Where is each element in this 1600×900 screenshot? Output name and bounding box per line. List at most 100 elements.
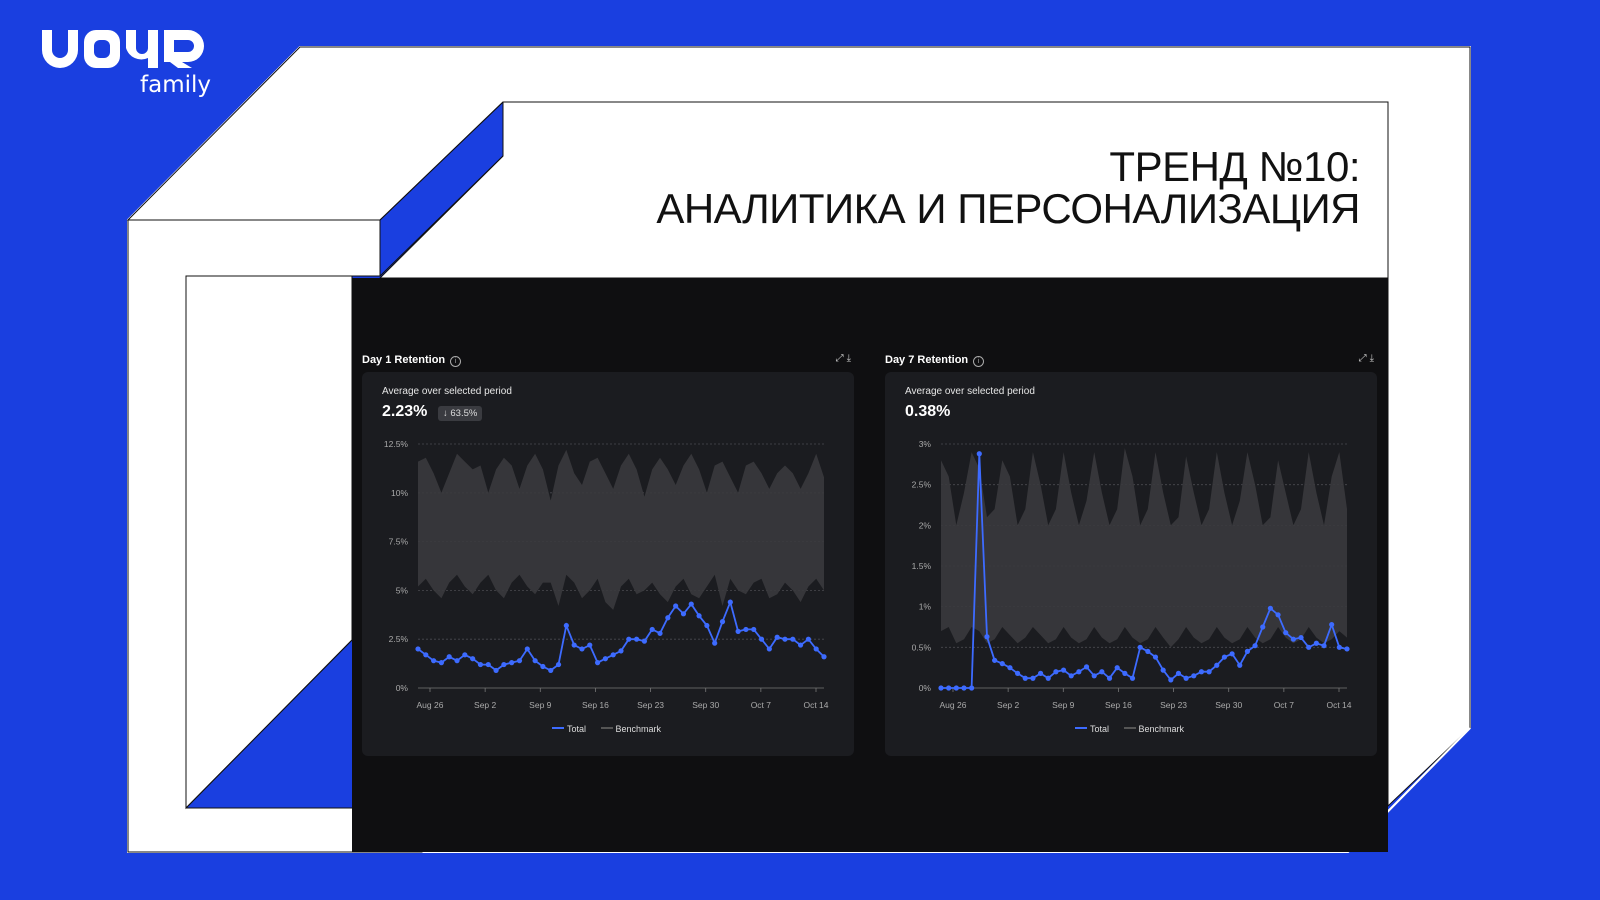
- total-data-point[interactable]: [594, 660, 601, 666]
- expand-icon[interactable]: ⤢: [835, 353, 847, 364]
- total-data-point[interactable]: [1329, 621, 1335, 628]
- total-data-point[interactable]: [524, 646, 530, 652]
- total-data-point[interactable]: [1145, 648, 1151, 654]
- total-data-point[interactable]: [790, 636, 796, 642]
- total-data-point[interactable]: [446, 654, 452, 660]
- total-data-point[interactable]: [735, 628, 741, 634]
- total-data-point[interactable]: [462, 652, 468, 658]
- total-data-point[interactable]: [719, 619, 726, 625]
- total-data-point[interactable]: [1099, 669, 1105, 675]
- total-data-point[interactable]: [782, 636, 788, 642]
- total-data-point[interactable]: [1252, 643, 1258, 649]
- total-data-point[interactable]: [704, 622, 710, 629]
- total-data-point[interactable]: [532, 658, 538, 664]
- total-data-point[interactable]: [1168, 677, 1174, 683]
- total-data-point[interactable]: [1221, 654, 1228, 660]
- total-data-point[interactable]: [1229, 651, 1235, 657]
- total-data-point[interactable]: [1298, 634, 1304, 641]
- total-data-point[interactable]: [1083, 664, 1090, 670]
- total-data-point[interactable]: [1122, 670, 1128, 676]
- total-data-point[interactable]: [1114, 665, 1120, 671]
- total-data-point[interactable]: [1076, 669, 1082, 675]
- total-data-point[interactable]: [999, 661, 1005, 667]
- total-data-point[interactable]: [438, 660, 445, 666]
- total-data-point[interactable]: [540, 663, 546, 670]
- total-data-point[interactable]: [516, 658, 523, 664]
- download-icon[interactable]: ⤓: [1369, 353, 1377, 364]
- total-data-point[interactable]: [657, 630, 663, 636]
- total-data-point[interactable]: [1053, 669, 1059, 675]
- total-data-point[interactable]: [1175, 670, 1182, 676]
- total-data-point[interactable]: [1022, 675, 1028, 681]
- total-data-point[interactable]: [813, 646, 819, 652]
- total-data-point[interactable]: [984, 634, 990, 640]
- legend-item-benchmark[interactable]: Benchmark: [1123, 724, 1184, 734]
- total-data-point[interactable]: [587, 642, 593, 648]
- total-data-point[interactable]: [751, 626, 757, 633]
- total-data-point[interactable]: [1030, 675, 1036, 681]
- total-data-point[interactable]: [938, 685, 944, 691]
- total-data-point[interactable]: [961, 685, 967, 691]
- total-data-point[interactable]: [555, 661, 562, 668]
- total-data-point[interactable]: [1106, 675, 1113, 681]
- total-data-point[interactable]: [610, 652, 616, 658]
- total-data-point[interactable]: [1152, 654, 1159, 660]
- total-data-point[interactable]: [618, 648, 624, 654]
- legend-item-total[interactable]: Total: [1075, 724, 1109, 734]
- total-data-point[interactable]: [688, 601, 694, 607]
- total-data-point[interactable]: [1267, 605, 1273, 611]
- total-data-point[interactable]: [1290, 636, 1296, 642]
- total-data-point[interactable]: [1214, 662, 1220, 668]
- total-data-point[interactable]: [758, 636, 765, 642]
- total-data-point[interactable]: [415, 646, 421, 652]
- total-data-point[interactable]: [1060, 667, 1067, 673]
- total-data-point[interactable]: [501, 661, 507, 668]
- total-data-point[interactable]: [563, 622, 569, 629]
- download-icon[interactable]: ⤓: [846, 353, 854, 364]
- total-data-point[interactable]: [1237, 662, 1243, 668]
- total-data-point[interactable]: [774, 634, 780, 640]
- total-data-point[interactable]: [1275, 612, 1281, 618]
- info-icon[interactable]: i: [973, 356, 985, 367]
- total-data-point[interactable]: [976, 451, 982, 457]
- total-data-point[interactable]: [1160, 667, 1166, 673]
- total-data-point[interactable]: [1336, 644, 1342, 650]
- total-data-point[interactable]: [548, 667, 554, 674]
- total-data-point[interactable]: [665, 615, 671, 621]
- total-data-point[interactable]: [1183, 675, 1189, 681]
- total-data-point[interactable]: [805, 636, 811, 642]
- total-data-point[interactable]: [626, 636, 632, 642]
- total-data-point[interactable]: [1007, 665, 1013, 671]
- total-data-point[interactable]: [1191, 673, 1197, 679]
- total-data-point[interactable]: [1244, 648, 1251, 654]
- total-data-point[interactable]: [477, 661, 484, 668]
- total-data-point[interactable]: [634, 636, 640, 642]
- total-data-point[interactable]: [1306, 644, 1312, 650]
- info-icon[interactable]: i: [450, 356, 462, 367]
- total-data-point[interactable]: [1045, 675, 1051, 681]
- total-data-point[interactable]: [673, 603, 679, 609]
- legend-item-total[interactable]: Total: [552, 724, 586, 734]
- total-data-point[interactable]: [454, 658, 460, 664]
- total-data-point[interactable]: [1137, 644, 1143, 650]
- total-data-point[interactable]: [1283, 630, 1289, 636]
- total-data-point[interactable]: [797, 642, 804, 648]
- total-data-point[interactable]: [727, 599, 733, 605]
- total-data-point[interactable]: [1344, 646, 1350, 652]
- total-data-point[interactable]: [1321, 643, 1327, 649]
- total-data-point[interactable]: [1260, 624, 1266, 630]
- total-data-point[interactable]: [969, 685, 975, 691]
- total-data-point[interactable]: [1206, 669, 1212, 675]
- total-data-point[interactable]: [579, 646, 585, 652]
- total-data-point[interactable]: [712, 640, 718, 646]
- legend-item-benchmark[interactable]: Benchmark: [600, 724, 661, 734]
- total-data-point[interactable]: [509, 660, 515, 666]
- expand-icon[interactable]: ⤢: [1358, 353, 1370, 364]
- total-data-point[interactable]: [743, 626, 749, 633]
- total-data-point[interactable]: [1091, 673, 1097, 679]
- total-data-point[interactable]: [431, 658, 437, 664]
- total-data-point[interactable]: [602, 656, 608, 662]
- total-data-point[interactable]: [470, 656, 476, 662]
- total-data-point[interactable]: [766, 646, 772, 652]
- total-data-point[interactable]: [649, 626, 655, 633]
